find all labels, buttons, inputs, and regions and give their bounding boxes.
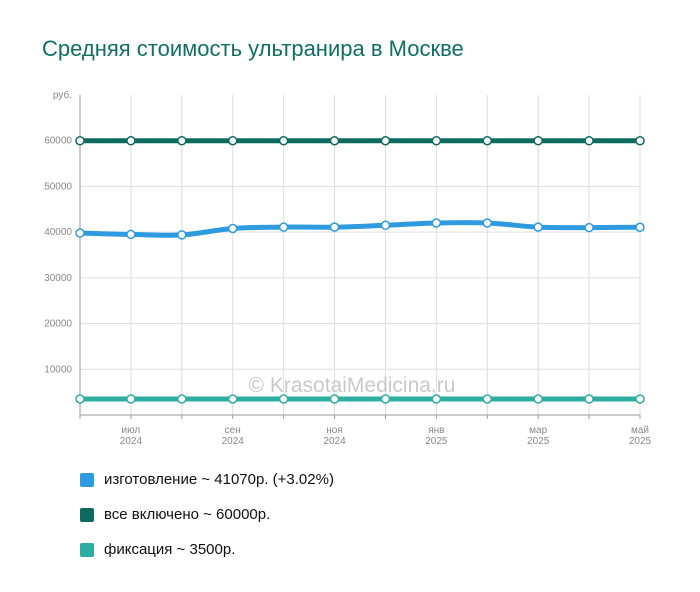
- x-tick-label-year: 2025: [527, 436, 550, 447]
- legend-item-all-inclusive: все включено ~ 60000р.: [80, 497, 334, 532]
- watermark: © KrasotaiMedicina.ru: [249, 374, 456, 397]
- data-point: [431, 135, 442, 146]
- data-point: [227, 394, 238, 404]
- legend-label-fixation: фиксация ~ 3500р.: [104, 541, 236, 558]
- x-tick-label-month: июл: [122, 425, 141, 436]
- data-point: [75, 394, 85, 404]
- data-point: [482, 218, 493, 228]
- data-point: [584, 222, 594, 233]
- data-point: [126, 394, 136, 404]
- data-point: [329, 222, 340, 232]
- data-point: [329, 135, 340, 146]
- data-point: [227, 135, 238, 146]
- y-axis-unit-label: руб.: [53, 89, 72, 101]
- data-point: [482, 135, 493, 146]
- legend-swatch-fixation: [80, 542, 94, 557]
- data-point: [126, 229, 136, 240]
- data-point: [533, 222, 543, 232]
- data-point: [635, 222, 645, 233]
- x-tick-label-month: сен: [225, 425, 241, 436]
- legend-label-all-inclusive: все включено ~ 60000р.: [104, 506, 271, 523]
- x-tick-label-year: 2025: [425, 436, 448, 447]
- legend-item-manufacturing: изготовление ~ 41070р. (+3.02%): [80, 462, 334, 497]
- data-point: [380, 135, 391, 146]
- data-point: [75, 228, 85, 238]
- series-line: [77, 220, 643, 238]
- data-point: [75, 135, 85, 146]
- data-point: [533, 394, 543, 404]
- data-point: [533, 135, 543, 146]
- legend-swatch-all-inclusive: [80, 507, 94, 522]
- x-tick-label-year: 2024: [222, 436, 245, 447]
- x-tick-label-year: 2024: [120, 436, 143, 447]
- data-point: [177, 394, 187, 404]
- data-point: [635, 135, 645, 146]
- data-point: [635, 394, 645, 404]
- data-point: [380, 220, 391, 231]
- legend-swatch-manufacturing: [80, 472, 94, 487]
- legend: изготовление ~ 41070р. (+3.02%) все вклю…: [80, 462, 334, 567]
- data-point: [329, 394, 340, 404]
- x-tick-label-month: май: [631, 425, 649, 436]
- data-point: [227, 223, 238, 234]
- data-point: [431, 218, 442, 228]
- y-tick-label: 40000: [44, 227, 72, 238]
- x-tick-label-month: мар: [529, 425, 547, 436]
- y-tick-label: 20000: [44, 319, 72, 330]
- y-tick-label: 50000: [44, 181, 72, 192]
- data-point: [584, 394, 594, 404]
- data-point: [177, 135, 187, 146]
- legend-label-manufacturing: изготовление ~ 41070р. (+3.02%): [104, 471, 334, 488]
- y-tick-label: 60000: [44, 136, 72, 147]
- x-tick-label-month: ноя: [326, 425, 343, 436]
- data-point: [126, 135, 136, 146]
- data-point: [380, 394, 391, 404]
- data-point: [431, 394, 442, 404]
- y-tick-label: 10000: [44, 364, 72, 375]
- data-point: [584, 135, 594, 146]
- x-tick-label-year: 2024: [323, 436, 346, 447]
- data-point: [278, 222, 289, 232]
- data-point: [482, 394, 493, 404]
- data-point: [177, 230, 187, 240]
- x-tick-label-month: янв: [428, 425, 444, 436]
- data-point: [278, 135, 289, 146]
- x-tick-label-year: 2025: [629, 436, 652, 447]
- y-tick-label: 30000: [44, 273, 72, 284]
- legend-item-fixation: фиксация ~ 3500р.: [80, 532, 334, 567]
- chart-title: Средняя стоимость ультранира в Москве: [42, 36, 464, 61]
- data-point: [278, 394, 289, 404]
